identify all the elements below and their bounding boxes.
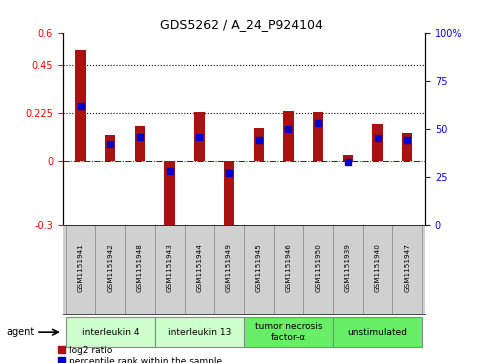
Bar <box>75 50 86 161</box>
Text: GSM1151940: GSM1151940 <box>374 243 381 292</box>
Bar <box>363 225 392 314</box>
Bar <box>96 225 125 314</box>
Bar <box>155 225 185 314</box>
Text: GSM1151944: GSM1151944 <box>197 243 202 292</box>
Bar <box>283 111 294 161</box>
Text: GSM1151942: GSM1151942 <box>107 243 114 292</box>
Bar <box>66 225 96 314</box>
Bar <box>342 155 353 161</box>
Bar <box>303 225 333 314</box>
Text: GSM1151941: GSM1151941 <box>78 243 84 292</box>
Bar <box>165 161 175 238</box>
Bar <box>244 317 333 347</box>
Bar <box>333 317 422 347</box>
Text: GSM1151945: GSM1151945 <box>256 243 262 292</box>
Text: agent: agent <box>6 327 35 337</box>
Bar <box>135 126 145 161</box>
Bar <box>194 112 205 161</box>
Legend: log2 ratio, percentile rank within the sample: log2 ratio, percentile rank within the s… <box>57 346 223 363</box>
Text: GSM1151947: GSM1151947 <box>404 243 410 292</box>
Bar <box>224 161 234 240</box>
Text: interleukin 4: interleukin 4 <box>82 328 139 337</box>
Bar <box>273 225 303 314</box>
Bar <box>372 123 383 161</box>
Text: GSM1151946: GSM1151946 <box>285 243 291 292</box>
Text: GSM1151943: GSM1151943 <box>167 243 173 292</box>
Text: tumor necrosis
factor-α: tumor necrosis factor-α <box>255 322 322 342</box>
Bar <box>125 225 155 314</box>
Text: GDS5262 / A_24_P924104: GDS5262 / A_24_P924104 <box>160 18 323 31</box>
Bar <box>313 112 323 161</box>
Text: unstimulated: unstimulated <box>348 328 408 337</box>
Bar <box>185 225 214 314</box>
Bar <box>402 133 412 161</box>
Bar <box>244 225 273 314</box>
Bar <box>214 225 244 314</box>
Text: interleukin 13: interleukin 13 <box>168 328 231 337</box>
Bar <box>392 225 422 314</box>
Bar <box>105 135 115 161</box>
Bar <box>155 317 244 347</box>
Bar <box>333 225 363 314</box>
Bar <box>66 317 155 347</box>
Text: GSM1151939: GSM1151939 <box>345 243 351 292</box>
Text: GSM1151948: GSM1151948 <box>137 243 143 292</box>
Text: GSM1151950: GSM1151950 <box>315 243 321 292</box>
Text: GSM1151949: GSM1151949 <box>226 243 232 292</box>
Bar <box>254 128 264 161</box>
